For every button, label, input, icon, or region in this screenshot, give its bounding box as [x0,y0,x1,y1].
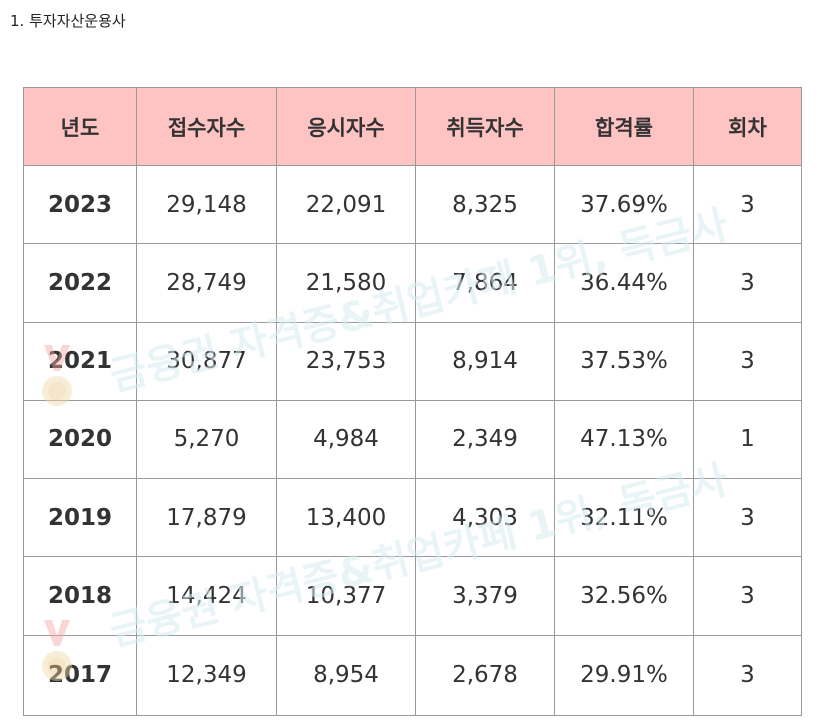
cell-applicants: 30,877 [136,321,277,401]
cell-passers: 2,349 [415,399,555,480]
cell-passers: 4,303 [415,478,555,558]
cell-applicants: 5,270 [136,399,277,480]
header-pass-rate: 합격률 [554,87,694,166]
cell-examinees: 10,377 [276,556,416,636]
cell-sessions: 3 [693,634,802,717]
cell-examinees: 21,580 [276,243,416,323]
cell-year: 2023 [23,164,137,245]
cell-sessions: 3 [693,243,802,323]
header-year: 년도 [23,87,137,166]
cell-year: 2020 [23,399,137,480]
cell-applicants: 28,749 [136,243,277,323]
cell-examinees: 8,954 [276,634,416,717]
cell-applicants: 12,349 [136,634,277,717]
table-row: 2020 5,270 4,984 2,349 47.13% 1 [23,399,802,480]
cell-year: 2019 [23,478,137,558]
table-row: 2023 29,148 22,091 8,325 37.69% 3 [23,164,802,245]
table-row: 2017 12,349 8,954 2,678 29.91% 3 [23,634,802,717]
table-header-row: 년도 접수자수 응시자수 취득자수 합격률 회차 [23,87,802,166]
page-heading: 1. 투자자산운용사 [10,12,126,30]
table-row: 2021 30,877 23,753 8,914 37.53% 3 [23,321,802,401]
header-sessions: 회차 [693,87,802,166]
cell-applicants: 17,879 [136,478,277,558]
header-passers: 취득자수 [415,87,555,166]
cell-passers: 2,678 [415,634,555,717]
table-row: 2022 28,749 21,580 7,864 36.44% 3 [23,243,802,323]
cell-passers: 7,864 [415,243,555,323]
cell-pass-rate: 37.69% [554,164,694,245]
exam-statistics-table: 년도 접수자수 응시자수 취득자수 합격률 회차 2023 29,148 22,… [23,87,802,717]
table-row: 2019 17,879 13,400 4,303 32.11% 3 [23,478,802,558]
cell-pass-rate: 47.13% [554,399,694,480]
cell-pass-rate: 36.44% [554,243,694,323]
table-row: 2018 14,424 10,377 3,379 32.56% 3 [23,556,802,636]
cell-sessions: 3 [693,321,802,401]
cell-year: 2021 [23,321,137,401]
cell-year: 2018 [23,556,137,636]
cell-year: 2017 [23,634,137,717]
cell-examinees: 23,753 [276,321,416,401]
cell-year: 2022 [23,243,137,323]
cell-sessions: 1 [693,399,802,480]
cell-passers: 3,379 [415,556,555,636]
cell-sessions: 3 [693,556,802,636]
cell-pass-rate: 32.56% [554,556,694,636]
header-examinees: 응시자수 [276,87,416,166]
cell-applicants: 29,148 [136,164,277,245]
cell-passers: 8,914 [415,321,555,401]
cell-sessions: 3 [693,478,802,558]
cell-pass-rate: 37.53% [554,321,694,401]
cell-examinees: 13,400 [276,478,416,558]
cell-pass-rate: 32.11% [554,478,694,558]
cell-applicants: 14,424 [136,556,277,636]
cell-examinees: 22,091 [276,164,416,245]
cell-examinees: 4,984 [276,399,416,480]
header-applicants: 접수자수 [136,87,277,166]
cell-passers: 8,325 [415,164,555,245]
cell-pass-rate: 29.91% [554,634,694,717]
cell-sessions: 3 [693,164,802,245]
